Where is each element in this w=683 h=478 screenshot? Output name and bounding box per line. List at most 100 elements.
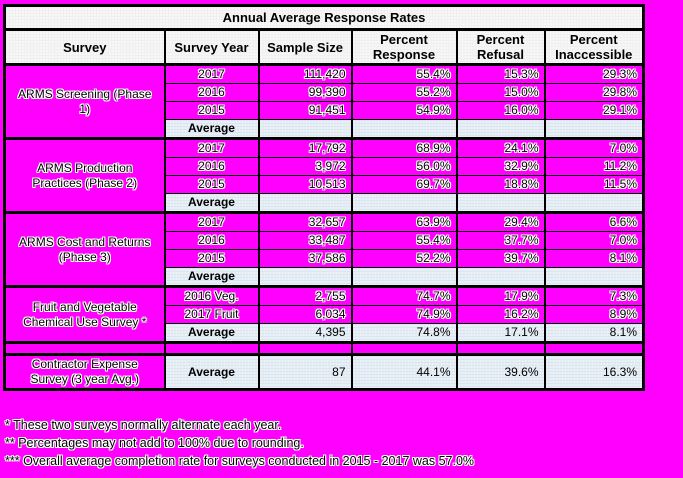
average-label-cell: Average	[163, 193, 260, 213]
year-cell: 2015	[163, 101, 260, 120]
spacer-cell	[350, 341, 458, 356]
percent-response-cell: 63.9%	[350, 211, 458, 232]
year-cell: 2016 Veg.	[163, 285, 260, 306]
percent-response-cell: 44.1%	[350, 353, 458, 391]
percent-inaccessible-cell	[543, 119, 645, 139]
sample-size-cell: 4,395	[257, 323, 353, 343]
title-row: Annual Average Response Rates	[3, 5, 645, 31]
table-row: 2017 Fruit 6,034 74.9% 16.2% 8.9%	[5, 305, 645, 324]
sample-size-cell: 2,755	[257, 285, 353, 306]
percent-response-cell: 68.9%	[350, 137, 458, 158]
survey-name-cell: ARMS Cost and Returns (Phase 3)	[3, 211, 166, 287]
year-cell: 2017	[163, 137, 260, 158]
percent-refusal-cell: 16.0%	[455, 101, 546, 120]
column-header-percent-inaccessible: Percent Inaccessible	[543, 28, 645, 66]
average-row: Average 4,395 74.8% 17.1% 8.1%	[5, 323, 645, 343]
percent-response-cell: 69.7%	[350, 175, 458, 194]
footnote: * These two surveys normally alternate e…	[5, 418, 282, 432]
sample-size-cell: 17,792	[257, 137, 353, 158]
column-header-sample-size: Sample Size	[257, 28, 353, 66]
percent-refusal-cell: 37.7%	[455, 231, 546, 250]
survey-name-cell: Contractor Expense Survey (3 year Avg.)	[3, 353, 166, 391]
table-row: Fruit and Vegetable Chemical Use Survey …	[3, 285, 645, 343]
average-label-cell: Average	[163, 119, 260, 139]
year-cell: 2016	[163, 83, 260, 102]
percent-refusal-cell: 24.1%	[455, 137, 546, 158]
percent-refusal-cell	[455, 267, 546, 287]
percent-refusal-cell	[455, 193, 546, 213]
percent-inaccessible-cell: 8.1%	[543, 323, 645, 343]
sample-size-cell: 99,390	[257, 83, 353, 102]
percent-refusal-cell: 17.1%	[455, 323, 546, 343]
percent-inaccessible-cell: 11.5%	[543, 175, 645, 194]
sample-size-cell	[257, 119, 353, 139]
survey-name-cell: Fruit and Vegetable Chemical Use Survey …	[3, 285, 166, 343]
average-row: Average	[5, 193, 645, 213]
percent-inaccessible-cell	[543, 267, 645, 287]
table-row: 2016 3,972 56.0% 32.9% 11.2%	[5, 157, 645, 176]
spacer-row	[3, 341, 645, 356]
sample-size-cell: 32,657	[257, 211, 353, 232]
percent-refusal-cell	[455, 119, 546, 139]
sample-size-cell: 87	[257, 353, 353, 391]
response-rates-table: Annual Average Response Rates Survey Sur…	[3, 4, 645, 391]
percent-refusal-cell: 17.9%	[455, 285, 546, 306]
survey-name-cell: ARMS Production Practices (Phase 2)	[3, 137, 166, 213]
sample-size-cell: 6,034	[257, 305, 353, 324]
header-row: Survey Survey Year Sample Size Percent R…	[3, 28, 645, 66]
percent-inaccessible-cell: 29.8%	[543, 83, 645, 102]
percent-inaccessible-cell: 7.0%	[543, 137, 645, 158]
average-label-cell: Average	[163, 323, 260, 343]
percent-refusal-cell: 39.6%	[455, 353, 546, 391]
year-cell: 2017 Fruit	[163, 305, 260, 324]
sample-size-cell: 37,586	[257, 249, 353, 268]
column-header-percent-refusal: Percent Refusal	[455, 28, 546, 66]
table-row: ARMS Screening (Phase 1) 2017 111,420 55…	[3, 63, 645, 139]
percent-inaccessible-cell: 6.6%	[543, 211, 645, 232]
percent-response-cell: 54.9%	[350, 101, 458, 120]
percent-response-cell	[350, 119, 458, 139]
sample-size-cell	[257, 267, 353, 287]
footnote: *** Overall average completion rate for …	[5, 454, 475, 468]
percent-response-cell: 52.2%	[350, 249, 458, 268]
year-cell: 2015	[163, 175, 260, 194]
sample-size-cell	[257, 193, 353, 213]
year-cell: 2015	[163, 249, 260, 268]
percent-refusal-cell: 15.3%	[455, 63, 546, 84]
percent-refusal-cell: 18.8%	[455, 175, 546, 194]
year-cell: 2016	[163, 157, 260, 176]
percent-response-cell	[350, 267, 458, 287]
column-header-survey: Survey	[3, 28, 166, 66]
year-cell: 2017	[163, 63, 260, 84]
percent-response-cell: 56.0%	[350, 157, 458, 176]
percent-inaccessible-cell: 11.2%	[543, 157, 645, 176]
percent-response-cell: 74.7%	[350, 285, 458, 306]
sample-size-cell: 91,451	[257, 101, 353, 120]
percent-inaccessible-cell: 7.0%	[543, 231, 645, 250]
sample-size-cell: 10,513	[257, 175, 353, 194]
average-row: Average	[5, 267, 645, 287]
percent-refusal-cell: 16.2%	[455, 305, 546, 324]
column-header-percent-response: Percent Response	[350, 28, 458, 66]
spacer-cell	[257, 341, 353, 356]
average-label-cell: Average	[163, 267, 260, 287]
year-cell: 2016	[163, 231, 260, 250]
percent-refusal-cell: 15.0%	[455, 83, 546, 102]
column-header-survey-year: Survey Year	[163, 28, 260, 66]
spacer-cell	[455, 341, 546, 356]
percent-inaccessible-cell: 16.3%	[543, 353, 645, 391]
spacer-cell	[163, 341, 260, 356]
percent-inaccessible-cell	[543, 193, 645, 213]
percent-response-cell: 74.9%	[350, 305, 458, 324]
average-label-cell: Average	[163, 353, 260, 391]
percent-refusal-cell: 29.4%	[455, 211, 546, 232]
percent-refusal-cell: 32.9%	[455, 157, 546, 176]
percent-response-cell: 74.8%	[350, 323, 458, 343]
average-row: Average	[5, 119, 645, 139]
footnote: ** Percentages may not add to 100% due t…	[5, 436, 304, 450]
percent-inaccessible-cell: 29.3%	[543, 63, 645, 84]
spacer-cell	[543, 341, 645, 356]
table-row: 2016 99,390 55.2% 15.0% 29.8%	[5, 83, 645, 102]
sample-size-cell: 111,420	[257, 63, 353, 84]
